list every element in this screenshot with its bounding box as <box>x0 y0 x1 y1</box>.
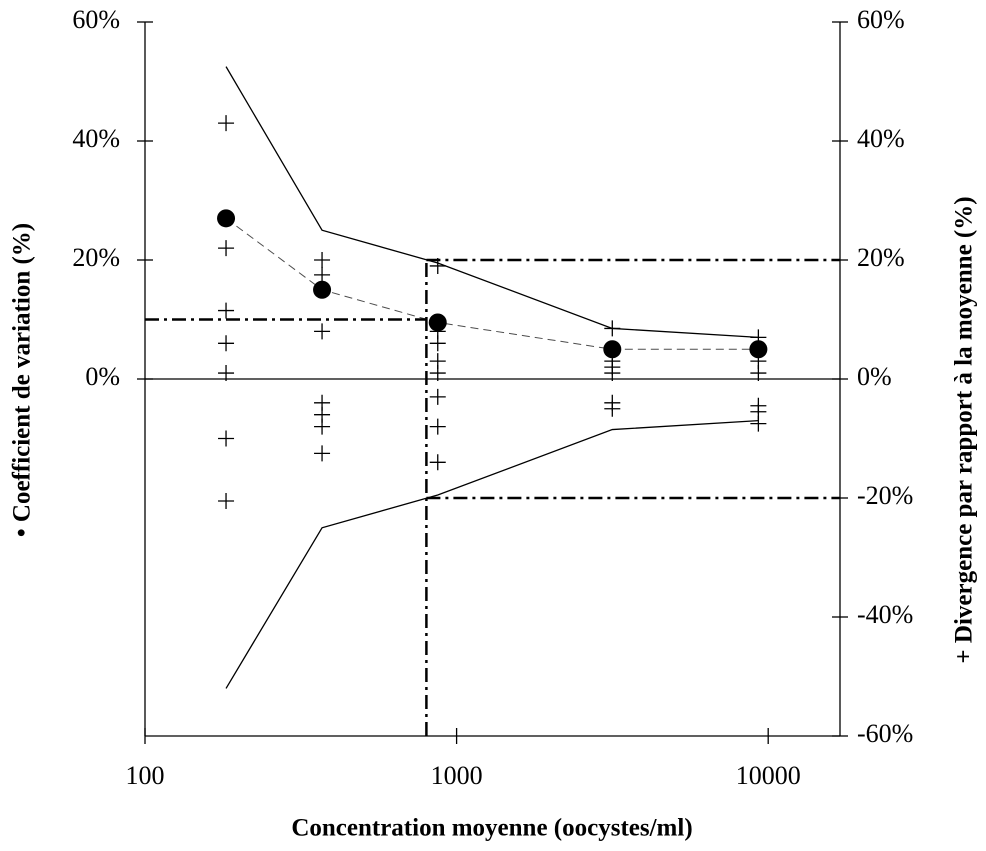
divergence-point <box>314 252 331 268</box>
divergence-point <box>314 323 331 340</box>
y-tick-label: 40% <box>72 124 120 153</box>
divergence-point <box>429 365 446 382</box>
y2-tick-label: 60% <box>857 5 905 34</box>
cv-point <box>313 280 332 299</box>
divergence-point <box>750 365 767 382</box>
cv-point <box>749 340 768 359</box>
x-axis-label: Concentration moyenne (oocystes/ml) <box>291 815 692 842</box>
y-tick-label: 20% <box>72 243 120 272</box>
divergence-point <box>750 415 767 432</box>
x-tick-label: 1000 <box>431 761 483 790</box>
divergence-point <box>218 365 235 382</box>
divergence-point <box>429 454 446 471</box>
divergence-point <box>314 445 331 462</box>
y2-tick-label: -20% <box>857 481 913 510</box>
divergence-point <box>218 115 235 132</box>
lower-limit-line <box>225 420 759 689</box>
y-tick-label: 0% <box>85 362 120 391</box>
cv-point <box>603 340 622 359</box>
y2-tick-label: 0% <box>857 362 892 391</box>
divergence-point <box>604 320 621 337</box>
divergence-point <box>218 492 235 509</box>
y2-tick-label: -60% <box>857 719 913 748</box>
divergence-point <box>429 335 446 352</box>
y2-tick-label: 20% <box>857 243 905 272</box>
divergence-point <box>604 365 621 382</box>
divergence-point <box>429 418 446 435</box>
divergence-point <box>218 302 235 319</box>
y2-tick-label: 40% <box>857 124 905 153</box>
x-tick-label: 10000 <box>736 761 801 790</box>
cv-point <box>217 209 236 228</box>
y2-tick-label: -40% <box>857 600 913 629</box>
cv-point <box>428 313 447 332</box>
x-tick-label: 100 <box>126 761 165 790</box>
divergence-point <box>314 418 331 435</box>
divergence-point <box>218 430 235 447</box>
divergence-point <box>218 335 235 352</box>
y-axis-label: • Coefficient de variation (%) <box>9 223 36 537</box>
divergence-point <box>429 388 446 405</box>
divergence-point <box>314 266 331 283</box>
y-tick-label: 60% <box>72 5 120 34</box>
y2-axis-label: + Divergence par rapport à la moyenne (%… <box>951 196 978 663</box>
divergence-point <box>604 400 621 417</box>
divergence-point <box>218 240 235 257</box>
upper-limit-line <box>225 66 759 338</box>
divergence-point <box>429 257 446 274</box>
